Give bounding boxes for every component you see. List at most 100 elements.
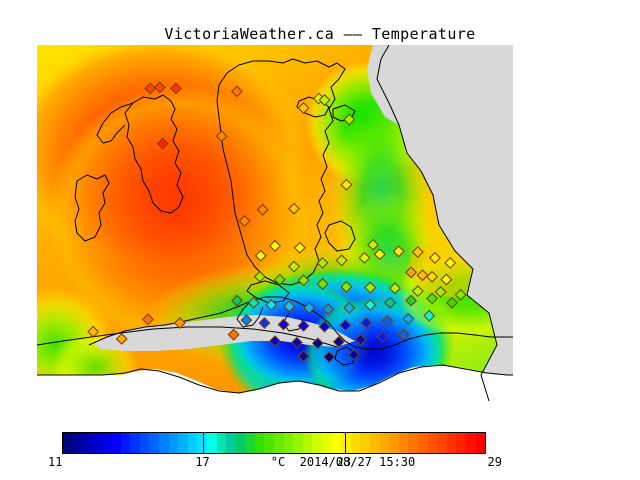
station-marker[interactable] (392, 245, 405, 258)
station-marker[interactable] (316, 277, 329, 290)
station-marker[interactable] (340, 178, 353, 191)
station-marker[interactable] (381, 314, 394, 327)
station-marker[interactable] (290, 336, 303, 349)
colorbar-band-40 (446, 433, 457, 453)
colorbar-band-17 (226, 433, 236, 453)
station-marker[interactable] (269, 239, 281, 252)
station-marker[interactable] (434, 285, 447, 298)
colorbar-band-41 (456, 433, 466, 453)
station-marker[interactable] (170, 82, 182, 95)
colorbar-band-29 (341, 433, 351, 453)
station-marker[interactable] (360, 317, 373, 329)
station-marker[interactable] (318, 94, 331, 107)
station-marker[interactable] (335, 254, 348, 267)
station-marker[interactable] (411, 285, 424, 298)
station-marker-layer[interactable] (87, 81, 467, 364)
station-marker[interactable] (323, 351, 336, 364)
station-marker[interactable] (258, 317, 271, 329)
station-marker[interactable] (343, 301, 356, 314)
station-marker[interactable] (332, 335, 345, 348)
station-marker[interactable] (273, 273, 286, 286)
station-marker[interactable] (297, 319, 310, 332)
colorbar-band-4 (101, 433, 111, 453)
station-marker[interactable] (388, 282, 401, 295)
colorbar-band-31 (360, 433, 370, 453)
station-marker[interactable] (256, 203, 269, 216)
station-marker[interactable] (444, 256, 457, 269)
station-marker[interactable] (238, 214, 251, 227)
colorbar-band-0 (63, 433, 73, 453)
station-marker[interactable] (173, 317, 186, 329)
station-marker[interactable] (354, 333, 367, 346)
station-marker[interactable] (230, 294, 243, 307)
station-marker[interactable] (426, 292, 439, 305)
station-marker[interactable] (373, 248, 386, 261)
station-marker[interactable] (283, 300, 296, 313)
station-marker[interactable] (288, 202, 301, 215)
station-marker[interactable] (247, 296, 260, 309)
station-marker[interactable] (376, 330, 389, 343)
station-marker[interactable] (322, 303, 335, 316)
station-marker[interactable] (339, 319, 352, 332)
station-marker[interactable] (364, 281, 377, 294)
station-marker[interactable] (348, 348, 360, 361)
station-marker[interactable] (423, 309, 436, 322)
station-marker[interactable] (141, 313, 154, 326)
station-marker[interactable] (318, 320, 331, 333)
station-marker[interactable] (343, 113, 356, 126)
temperature-field-svg[interactable] (37, 45, 513, 407)
station-marker[interactable] (402, 312, 415, 325)
station-marker[interactable] (240, 314, 253, 327)
station-marker[interactable] (115, 332, 128, 345)
station-marker[interactable] (428, 251, 441, 264)
mainland-mask-notch (367, 45, 399, 125)
colorbar-label-max: 29 (487, 455, 502, 469)
station-marker[interactable] (254, 249, 267, 262)
station-marker[interactable] (397, 328, 410, 341)
station-marker[interactable] (297, 350, 310, 363)
station-marker[interactable] (316, 256, 329, 269)
station-marker[interactable] (446, 296, 459, 309)
station-marker[interactable] (153, 81, 166, 94)
colorbar-band-10 (158, 433, 169, 453)
station-marker[interactable] (288, 260, 301, 273)
station-marker[interactable] (416, 269, 429, 282)
station-marker[interactable] (364, 298, 377, 311)
station-marker[interactable] (440, 273, 453, 286)
station-marker[interactable] (87, 325, 100, 338)
station-marker[interactable] (265, 298, 278, 311)
station-marker[interactable] (411, 246, 424, 259)
station-marker[interactable] (156, 137, 169, 150)
colorbar-gradient[interactable] (62, 432, 486, 454)
station-marker[interactable] (358, 251, 371, 264)
station-marker[interactable] (426, 270, 439, 283)
station-marker[interactable] (253, 270, 266, 283)
station-marker[interactable] (227, 328, 240, 341)
station-marker[interactable] (144, 82, 157, 95)
station-marker[interactable] (297, 102, 310, 114)
station-marker[interactable] (454, 288, 467, 301)
colorbar-band-37 (417, 433, 428, 453)
colorbar-band-38 (427, 433, 438, 453)
station-marker[interactable] (269, 335, 281, 348)
station-marker[interactable] (384, 296, 397, 309)
station-marker[interactable] (311, 337, 324, 350)
station-marker[interactable] (340, 280, 353, 293)
station-marker[interactable] (293, 241, 306, 254)
station-marker[interactable] (303, 301, 316, 314)
station-marker[interactable] (367, 238, 380, 251)
colorbar-band-18 (235, 433, 246, 453)
station-marker[interactable] (297, 274, 310, 287)
colorbar-band-15 (206, 433, 217, 453)
station-marker[interactable] (215, 130, 228, 143)
station-marker[interactable] (405, 294, 418, 307)
map-panel[interactable] (37, 45, 513, 407)
secondary-lake-outline (74, 174, 110, 242)
colorbar[interactable]: 11 17 23 29 (48, 432, 502, 469)
colorbar-label-min: 11 (48, 455, 63, 469)
station-marker[interactable] (230, 85, 243, 98)
colorbar-band-42 (465, 433, 476, 453)
station-marker[interactable] (405, 266, 418, 279)
inland-lake-outline (124, 94, 184, 214)
station-marker[interactable] (277, 318, 290, 331)
